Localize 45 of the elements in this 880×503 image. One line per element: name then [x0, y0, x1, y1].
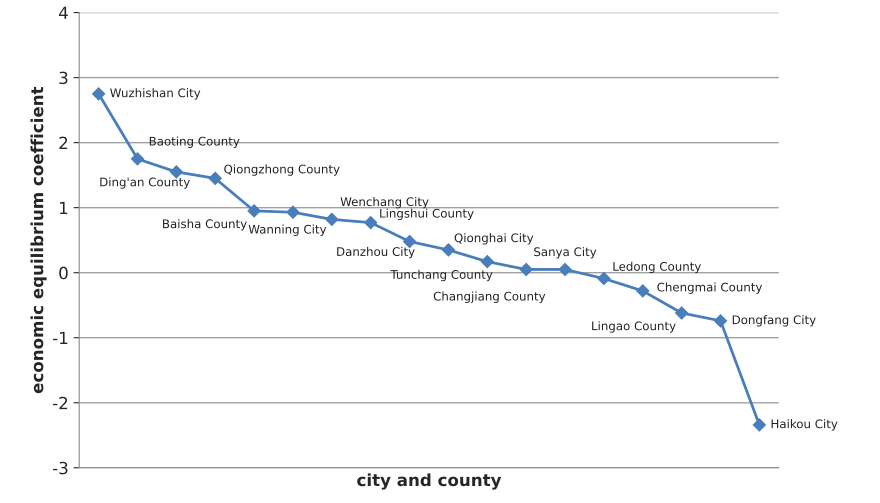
point	[130, 152, 144, 166]
annotation: Dongfang City	[732, 315, 816, 327]
annotation: Lingshui County	[380, 208, 474, 220]
annotation: Ding'an County	[100, 177, 190, 189]
y-tick-label: 4	[58, 6, 68, 19]
point	[597, 272, 610, 286]
point	[92, 87, 106, 100]
annotation: Sanya City	[534, 247, 596, 258]
point	[286, 206, 300, 219]
annotation: Wuzhishan City	[110, 88, 200, 100]
y-tick-label: 0	[59, 266, 68, 280]
annotation: Qiongzhong County	[224, 164, 340, 176]
point	[442, 243, 456, 257]
x-axis-title: city and county	[357, 473, 502, 490]
annotation: Ledong County	[613, 262, 702, 274]
annotation: Qionghai City	[454, 233, 534, 245]
annotation: Baisha County	[163, 219, 247, 231]
annotation: Lingao County	[592, 321, 676, 333]
point	[170, 165, 183, 178]
annotation: Haikou City	[772, 419, 838, 431]
point	[480, 255, 494, 268]
annotation: Changjiang County	[434, 292, 546, 303]
y-tick-label: -2	[52, 396, 68, 410]
point	[714, 314, 728, 328]
y-tick-label: -1	[52, 332, 68, 344]
y-tick-label: 1	[60, 202, 68, 214]
y-tick-label: 2	[59, 136, 68, 149]
point	[558, 262, 572, 276]
point	[675, 306, 688, 320]
annotation: Tunchang County	[390, 270, 493, 282]
annotation: Wenchang City	[340, 196, 429, 208]
annotation: Baoting County	[150, 136, 240, 148]
y-tick-label: 3	[59, 72, 68, 84]
point	[752, 418, 766, 432]
annotation: Wanning City	[248, 224, 326, 236]
point	[325, 212, 338, 226]
point	[248, 204, 261, 218]
point	[208, 172, 222, 185]
point	[636, 284, 650, 298]
annotation: Chengmai County	[657, 282, 762, 294]
y-axis-title: economic equilibrium coefficient	[30, 86, 47, 394]
point	[364, 216, 378, 230]
annotation: Danzhou City	[337, 246, 415, 258]
y-tick-label: -3	[52, 462, 68, 474]
point	[520, 262, 533, 276]
